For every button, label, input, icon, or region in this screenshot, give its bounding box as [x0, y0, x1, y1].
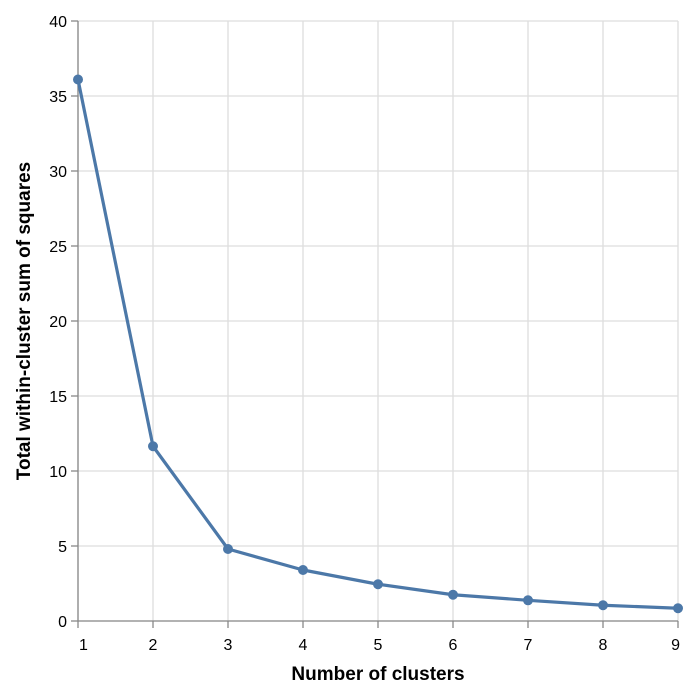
y-tick-label: 25: [49, 239, 67, 256]
data-point[interactable]: [223, 544, 233, 554]
y-tick-label: 0: [58, 614, 67, 631]
data-point[interactable]: [148, 441, 158, 452]
y-tick-label: 40: [49, 14, 67, 31]
x-tick-label: 2: [149, 637, 158, 654]
x-tick-label: 7: [524, 637, 533, 654]
x-tick-label: 5: [374, 637, 383, 654]
data-point[interactable]: [73, 74, 83, 85]
y-tick-label: 10: [49, 464, 67, 481]
data-point[interactable]: [298, 565, 308, 575]
x-tick-label: 1: [79, 637, 88, 654]
x-tick-label: 3: [224, 637, 233, 654]
y-axis-title: Total within-cluster sum of squares: [14, 162, 35, 480]
axes: 0 5 10 15 20 25 30 35 40 1 2 3 4 5 6 7 8 9: [49, 14, 680, 654]
series: [73, 74, 683, 614]
grid: [77, 20, 679, 622]
data-point[interactable]: [673, 603, 683, 614]
data-point[interactable]: [598, 600, 608, 611]
data-point[interactable]: [523, 595, 533, 606]
x-axis-title: Number of clusters: [291, 664, 464, 685]
data-point[interactable]: [373, 579, 383, 590]
x-tick-label: 6: [449, 637, 458, 654]
y-tick-label: 35: [49, 89, 67, 106]
x-tick-label: 9: [671, 637, 680, 654]
x-tick-label: 4: [299, 637, 308, 654]
y-tick-label: 30: [49, 164, 67, 181]
y-tick-label: 15: [49, 389, 67, 406]
y-tick-label: 5: [58, 539, 67, 556]
data-point[interactable]: [448, 589, 458, 600]
x-tick-label: 8: [599, 637, 608, 654]
y-tick-label: 20: [49, 314, 67, 331]
